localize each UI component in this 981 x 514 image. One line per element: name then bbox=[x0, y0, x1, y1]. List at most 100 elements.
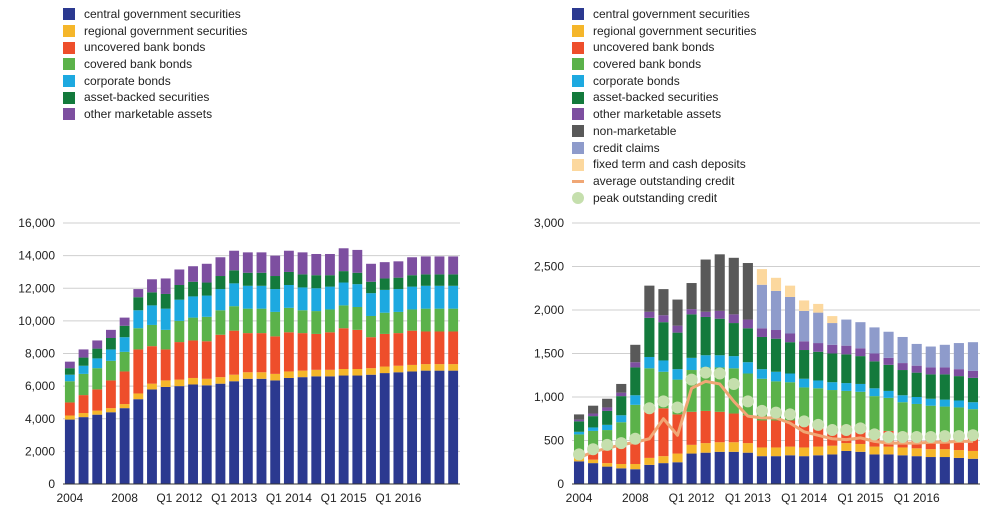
bar-segment-regional-government-securities bbox=[352, 369, 363, 376]
bar-segment-regional-government-securities bbox=[283, 371, 294, 378]
bar-segment-asset-backed-securities bbox=[728, 323, 739, 357]
bar-segment-central-government-securities bbox=[573, 461, 585, 484]
bar-segment-covered-bank-bonds bbox=[967, 409, 979, 438]
bar-segment-covered-bank-bonds bbox=[883, 397, 894, 431]
bar-segment-covered-bank-bonds bbox=[201, 316, 212, 342]
bar-segment-covered-bank-bonds bbox=[78, 373, 89, 396]
bar-segment-asset-backed-securities bbox=[841, 354, 852, 384]
legend-swatch bbox=[63, 8, 75, 21]
bar-segment-regional-government-securities bbox=[174, 379, 185, 387]
bar-segment-regional-government-securities bbox=[714, 442, 725, 452]
bar-segment-regional-government-securities bbox=[133, 393, 144, 400]
bar-segment-non-marketable bbox=[616, 383, 627, 393]
bar-segment-covered-bank-bonds bbox=[630, 404, 641, 438]
bar-segment-credit-claims bbox=[911, 343, 922, 366]
legend-item-regional-government-securities: regional government securities bbox=[63, 23, 247, 40]
bar-segment-regional-government-securities bbox=[967, 450, 979, 459]
bar-segment-central-government-securities bbox=[229, 381, 240, 484]
bar-segment-covered-bank-bonds bbox=[325, 309, 335, 333]
bar-segment-other-marketable-assets bbox=[939, 367, 950, 375]
bar-segment-uncovered-bank-bonds bbox=[770, 420, 782, 448]
point-peak-outstanding-credit bbox=[896, 431, 909, 444]
legend-item-other-marketable-assets: other marketable assets bbox=[63, 106, 247, 123]
bar-segment-corporate-bonds bbox=[869, 388, 880, 397]
bar-segment-corporate-bonds bbox=[658, 360, 669, 372]
bar-segment-other-marketable-assets bbox=[133, 289, 144, 298]
bar-segment-regional-government-securities bbox=[420, 364, 431, 371]
bar-segment-credit-claims bbox=[883, 331, 894, 358]
bar-segment-asset-backed-securities bbox=[434, 274, 445, 286]
bar-segment-uncovered-bank-bonds bbox=[728, 413, 739, 443]
bar-segment-central-government-securities bbox=[813, 455, 824, 484]
bar-segment-corporate-bonds bbox=[92, 358, 103, 369]
bar-segment-regional-government-securities bbox=[855, 443, 866, 452]
bar-segment-other-marketable-assets bbox=[855, 348, 866, 357]
x-tick-label: 2004 bbox=[566, 491, 593, 505]
bar-segment-corporate-bonds bbox=[939, 399, 950, 407]
bar-segment-other-marketable-assets bbox=[311, 253, 322, 276]
bar-segment-covered-bank-bonds bbox=[420, 308, 431, 332]
bar-segment-regional-government-securities bbox=[366, 368, 376, 375]
bar-segment-other-marketable-assets bbox=[770, 330, 782, 339]
bar-segment-asset-backed-securities bbox=[105, 338, 116, 350]
bar-segment-covered-bank-bonds bbox=[869, 396, 880, 431]
bar-segment-covered-bank-bonds bbox=[925, 405, 936, 435]
x-tick-label: Q1 2014 bbox=[781, 491, 827, 505]
bar-segment-other-marketable-assets bbox=[338, 248, 349, 272]
bar-segment-asset-backed-securities bbox=[229, 270, 240, 284]
bar-segment-regional-government-securities bbox=[105, 408, 116, 413]
bar-segment-central-government-securities bbox=[105, 412, 116, 484]
bar-segment-other-marketable-assets bbox=[420, 256, 431, 275]
legend-label: regional government securities bbox=[593, 23, 757, 38]
bar-segment-covered-bank-bonds bbox=[92, 368, 103, 390]
bar-segment-other-marketable-assets bbox=[644, 311, 655, 318]
bar-segment-other-marketable-assets bbox=[242, 252, 253, 273]
bar-segment-central-government-securities bbox=[242, 378, 253, 484]
bar-segment-regional-government-securities bbox=[448, 364, 459, 371]
bar-segment-asset-backed-securities bbox=[242, 272, 253, 286]
bar-segment-other-marketable-assets bbox=[448, 256, 459, 275]
point-peak-outstanding-credit bbox=[770, 406, 782, 419]
bar-segment-central-government-securities bbox=[434, 370, 445, 484]
bar-segment-credit-claims bbox=[756, 284, 767, 329]
bar-segment-regional-government-securities bbox=[242, 372, 253, 379]
legend-label: uncovered bank bonds bbox=[84, 40, 206, 55]
bar-segment-asset-backed-securities bbox=[407, 275, 418, 287]
bar-segment-credit-claims bbox=[770, 290, 782, 331]
bar-segment-regional-government-securities bbox=[188, 377, 198, 385]
legend-item-credit-claims: credit claims bbox=[572, 140, 756, 157]
bar-segment-central-government-securities bbox=[742, 452, 753, 484]
bar-segment-other-marketable-assets bbox=[602, 407, 613, 411]
bar-segment-uncovered-bank-bonds bbox=[714, 411, 725, 443]
bar-segment-other-marketable-assets bbox=[119, 317, 130, 326]
bar-segment-uncovered-bank-bonds bbox=[338, 328, 349, 369]
bar-segment-central-government-securities bbox=[728, 451, 739, 484]
bar-segment-asset-backed-securities bbox=[215, 276, 226, 290]
bar-segment-regional-government-securities bbox=[686, 444, 697, 454]
bar-segment-central-government-securities bbox=[270, 380, 281, 484]
bar-segment-credit-claims bbox=[799, 310, 810, 342]
bar-segment-central-government-securities bbox=[939, 457, 950, 484]
bar-segment-uncovered-bank-bonds bbox=[953, 436, 964, 451]
y-tick-label: 6,000 bbox=[25, 379, 55, 393]
bar-segment-central-government-securities bbox=[92, 414, 103, 484]
bar-segment-other-marketable-assets bbox=[407, 257, 418, 276]
bar-segment-uncovered-bank-bonds bbox=[393, 333, 404, 366]
point-peak-outstanding-credit bbox=[812, 418, 825, 431]
bar-segment-regional-government-securities bbox=[644, 457, 655, 465]
x-tick-label: Q1 2015 bbox=[321, 491, 367, 505]
bar-segment-uncovered-bank-bonds bbox=[119, 371, 130, 405]
x-tick-label: 2004 bbox=[56, 491, 83, 505]
bar-segment-covered-bank-bonds bbox=[742, 373, 753, 416]
bar-segment-covered-bank-bonds bbox=[911, 403, 922, 434]
bar-segment-asset-backed-securities bbox=[939, 374, 950, 400]
bar-segment-corporate-bonds bbox=[201, 295, 212, 317]
bar-segment-regional-government-securities bbox=[229, 374, 240, 382]
bar-segment-corporate-bonds bbox=[119, 337, 130, 352]
bar-segment-regional-government-securities bbox=[785, 446, 796, 456]
bar-segment-asset-backed-securities bbox=[967, 377, 979, 403]
bar-segment-other-marketable-assets bbox=[785, 333, 796, 343]
bar-segment-corporate-bonds bbox=[686, 357, 697, 371]
bar-segment-uncovered-bank-bonds bbox=[700, 410, 711, 444]
bar-segment-corporate-bonds bbox=[573, 431, 585, 435]
